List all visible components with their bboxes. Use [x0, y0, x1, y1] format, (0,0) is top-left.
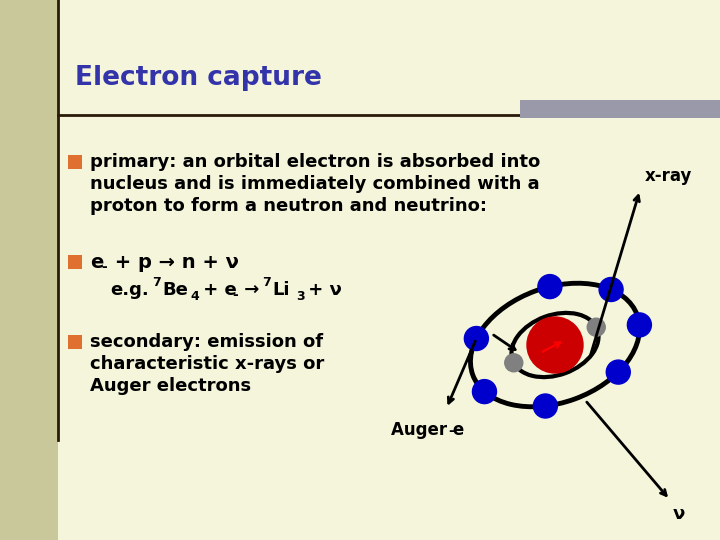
Text: + ν: + ν	[302, 281, 342, 299]
Text: 7: 7	[262, 275, 271, 288]
Text: ν: ν	[673, 505, 685, 523]
Text: 7: 7	[152, 275, 161, 288]
Circle shape	[464, 327, 488, 350]
Text: e.g.: e.g.	[110, 281, 149, 299]
Text: characteristic x-rays or: characteristic x-rays or	[90, 355, 324, 373]
Text: -: -	[101, 260, 107, 274]
Circle shape	[599, 278, 623, 301]
Circle shape	[534, 394, 557, 418]
Circle shape	[627, 313, 652, 337]
Text: e: e	[90, 253, 104, 272]
Circle shape	[472, 380, 497, 403]
Text: →: →	[238, 281, 266, 299]
Circle shape	[588, 318, 606, 336]
Bar	[68, 155, 82, 169]
Text: proton to form a neutron and neutrino:: proton to form a neutron and neutrino:	[90, 197, 487, 215]
Text: -: -	[449, 423, 454, 437]
Text: secondary: emission of: secondary: emission of	[90, 333, 323, 351]
Text: + p → n + ν: + p → n + ν	[108, 253, 239, 272]
Text: + e: + e	[197, 281, 237, 299]
Text: Auger electrons: Auger electrons	[90, 377, 251, 395]
Circle shape	[527, 317, 583, 373]
Circle shape	[538, 275, 562, 299]
Text: Auger e: Auger e	[392, 421, 464, 438]
Text: 4: 4	[190, 291, 199, 303]
Bar	[520, 100, 720, 118]
Text: nucleus and is immediately combined with a: nucleus and is immediately combined with…	[90, 175, 539, 193]
Bar	[68, 255, 82, 269]
Circle shape	[606, 360, 630, 384]
Bar	[0, 0, 58, 540]
Circle shape	[505, 354, 523, 372]
Text: Be: Be	[162, 281, 188, 299]
Text: -: -	[232, 288, 238, 302]
Text: x-ray: x-ray	[645, 167, 693, 185]
Text: primary: an orbital electron is absorbed into: primary: an orbital electron is absorbed…	[90, 153, 540, 171]
Text: Li: Li	[272, 281, 289, 299]
Bar	[68, 335, 82, 349]
Text: 3: 3	[296, 291, 305, 303]
Text: Electron capture: Electron capture	[75, 65, 322, 91]
